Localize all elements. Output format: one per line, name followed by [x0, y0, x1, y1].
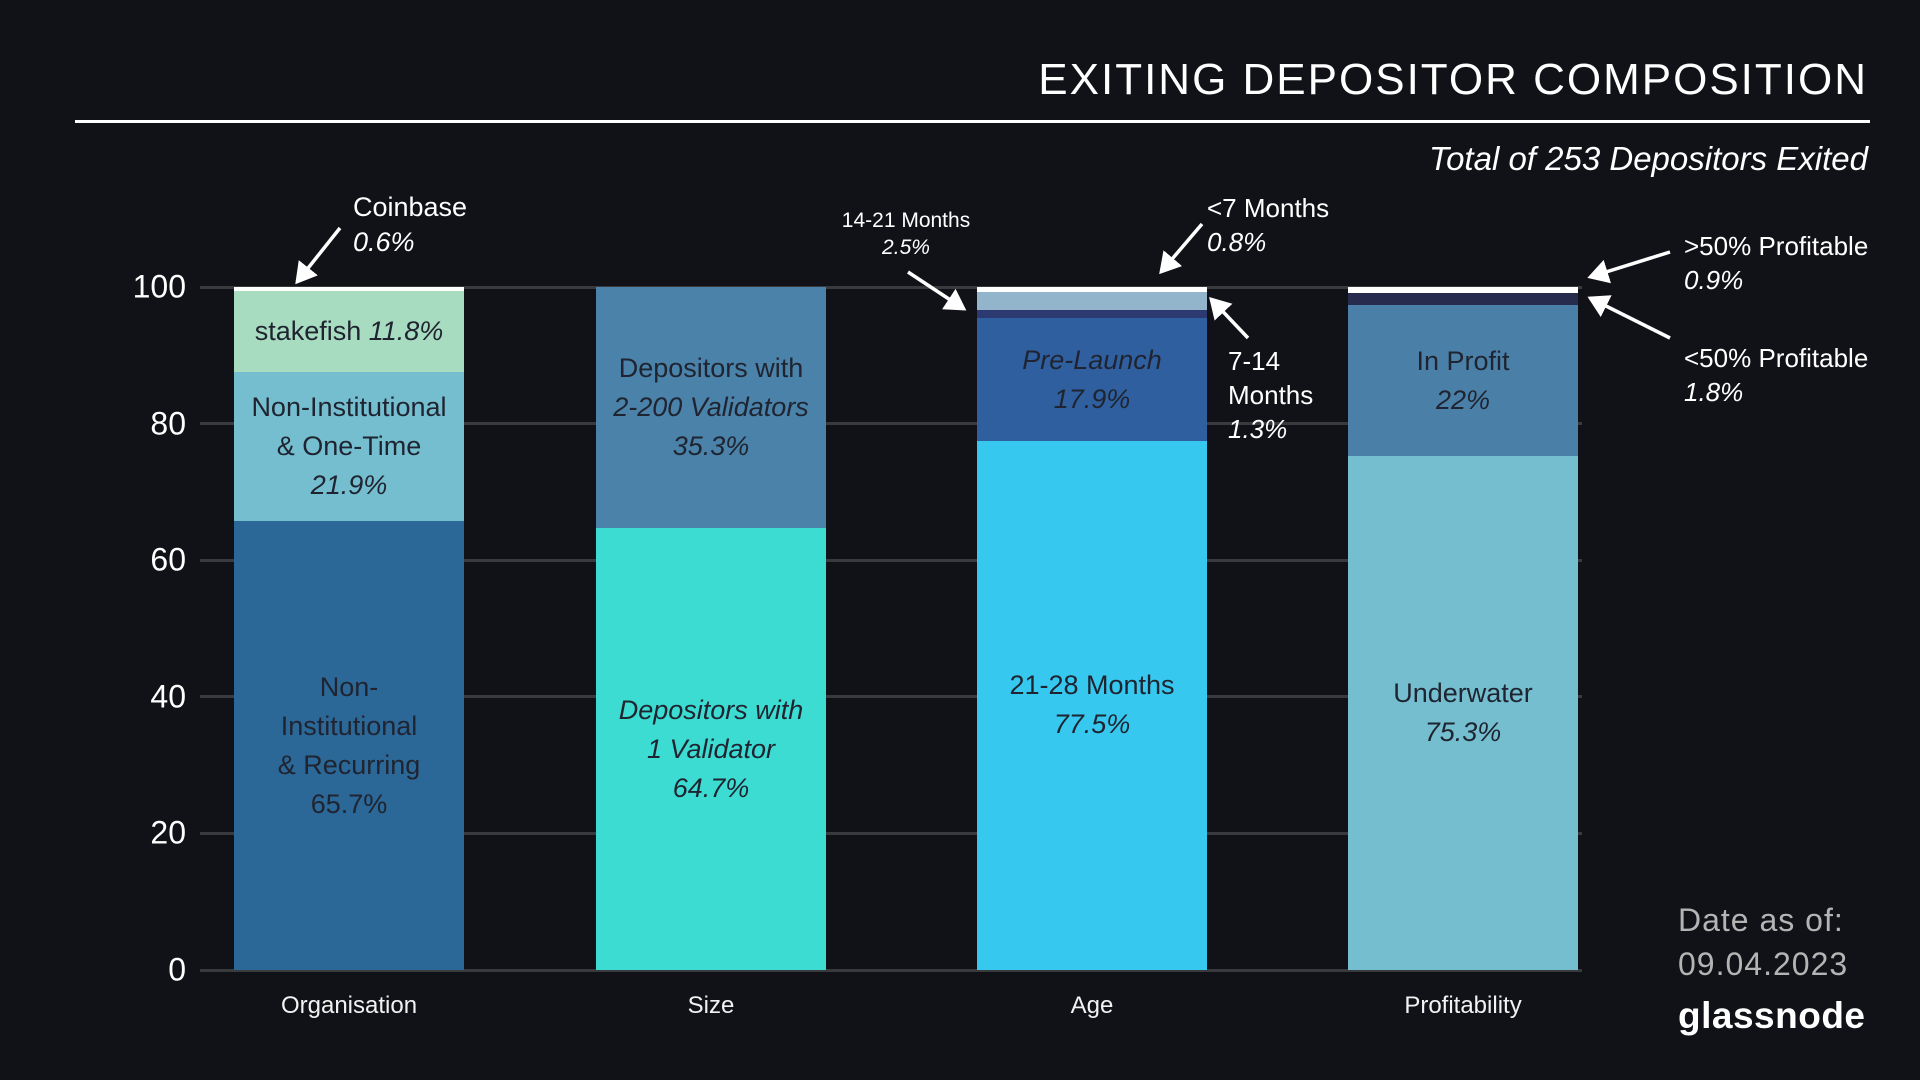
- date-value: 09.04.2023: [1678, 946, 1849, 982]
- annotation-arrow-months-7-14: [1209, 296, 1250, 340]
- annotation-lt-50-profitable: <50% Profitable 1.8%: [1684, 343, 1869, 407]
- date-label: Date as of:: [1678, 902, 1844, 938]
- annotation-gt-50-profitable: >50% Profitable 0.9%: [1684, 231, 1869, 295]
- x-axis-label-age: Age: [1070, 992, 1114, 1019]
- gridline-40: [200, 695, 1582, 699]
- segment-stakefish: stakefish 11.8%: [234, 291, 464, 372]
- segment-label-stakefish: stakefish 11.8%: [254, 315, 444, 346]
- y-axis-tick-40: 40: [150, 678, 186, 715]
- segment-label-non-institutional-recurring: Non- Institutional & Recurring 65.7%: [277, 671, 421, 819]
- x-axis-label-organisation: Organisation: [280, 992, 418, 1019]
- segment-depositors-with-2-200-validators: Depositors with 2-200 Validators 35.3%: [596, 287, 826, 529]
- segment-14-21-months: [977, 292, 1207, 310]
- segment-non-institutional-one-time: Non-Institutional & One-Time 21.9%: [234, 371, 464, 522]
- annotation-arrow-lt-50-profitable: [1587, 295, 1671, 340]
- segment-21-28-months: 21-28 Months 77.5%: [977, 440, 1207, 970]
- y-axis-tick-0: 0: [168, 951, 186, 988]
- annotation-months-14-21: 14-21 Months 2.5%: [841, 209, 971, 260]
- segment-50-profitable: [1348, 287, 1578, 294]
- segment-coinbase: [234, 287, 464, 292]
- chart-subtitle: Total of 253 Depositors Exited: [1428, 140, 1868, 177]
- segment-label-depositors-with-2-200-validators: Depositors with 2-200 Validators 35.3%: [613, 353, 809, 462]
- segment-underwater: Underwater 75.3%: [1348, 455, 1578, 970]
- segment-in-profit: In Profit 22%: [1348, 305, 1578, 456]
- y-axis-tick-20: 20: [150, 814, 186, 851]
- bar-organisation: Non- Institutional & Recurring 65.7% Non-Ins…: [234, 0, 464, 1080]
- segment-label-pre-launch: Pre-Launch 17.9%: [1022, 344, 1162, 414]
- bar-profitability: Underwater 75.3% In Profit 22%: [1348, 0, 1578, 1080]
- annotation-arrow-gt-50-profitable: [1587, 250, 1671, 284]
- x-axis-label-profitability: Profitability: [1404, 992, 1522, 1019]
- y-axis-tick-100: 100: [132, 268, 186, 305]
- gridline-0: [200, 968, 1582, 972]
- glassnode-logo: glassnode: [1678, 995, 1866, 1036]
- y-axis-tick-60: 60: [150, 541, 186, 578]
- bar-size: Depositors with 1 Validator 64.7% Depositor…: [596, 0, 826, 1080]
- annotation-arrow-months-14-21: [907, 270, 967, 311]
- gridline-20: [200, 831, 1582, 835]
- segment-label-21-28-months: 21-28 Months 77.5%: [1009, 670, 1175, 740]
- x-axis-label-size: Size: [687, 992, 735, 1019]
- date-as-of: Date as of: 09.04.2023: [1678, 898, 1848, 986]
- gridline-60: [200, 558, 1582, 562]
- segment-label-non-institutional-one-time: Non-Institutional & One-Time 21.9%: [251, 391, 447, 500]
- title-underline: [75, 120, 1870, 123]
- segment-depositors-with-1-validator: Depositors with 1 Validator 64.7%: [596, 528, 826, 970]
- chart-title: EXITING DEPOSITOR COMPOSITION: [1038, 55, 1868, 104]
- annotation-months-lt-7: <7 Months 0.8%: [1207, 193, 1330, 257]
- segment-pre-launch: Pre-Launch 17.9%: [977, 318, 1207, 441]
- bar-age: 21-28 Months 77.5% Pre-Launch 17.9%: [977, 0, 1207, 1080]
- gridline-100: [200, 285, 1582, 289]
- segment-50-profitable: [1348, 293, 1578, 306]
- segment-non-institutional-recurring: Non- Institutional & Recurring 65.7%: [234, 521, 464, 970]
- y-axis-tick-80: 80: [150, 405, 186, 442]
- segment-label-in-profit: In Profit 22%: [1416, 345, 1510, 415]
- annotation-coinbase: Coinbase 0.6%: [353, 192, 468, 258]
- annotation-months-7-14: 7-14 Months 1.3%: [1228, 346, 1314, 444]
- segment-7-14-months: [977, 309, 1207, 319]
- segment-7-months: [977, 287, 1207, 293]
- segment-label-underwater: Underwater 75.3%: [1393, 677, 1533, 747]
- segment-label-depositors-with-1-validator: Depositors with 1 Validator 64.7%: [618, 694, 804, 803]
- gridline-80: [200, 422, 1582, 426]
